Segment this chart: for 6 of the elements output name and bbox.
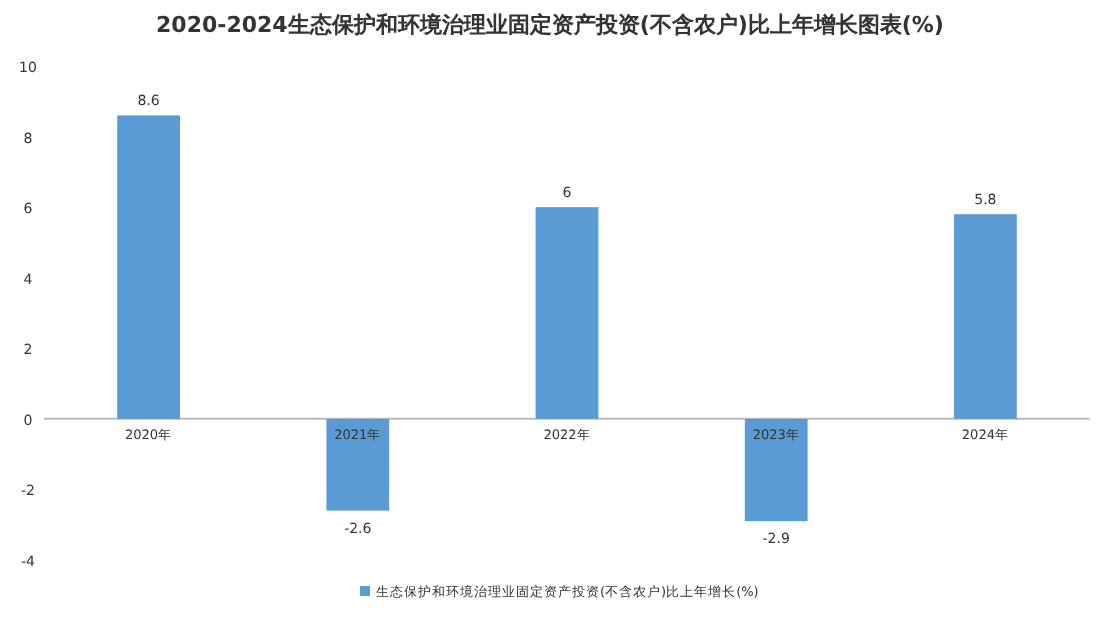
- bar: [326, 418, 390, 511]
- chart-title: 2020-2024生态保护和环境治理业固定资产投资(不含农户)比上年增长图表(%): [156, 12, 944, 38]
- bar: [954, 214, 1017, 419]
- bar: [117, 115, 180, 419]
- bar: [535, 207, 599, 419]
- bar: [744, 418, 808, 522]
